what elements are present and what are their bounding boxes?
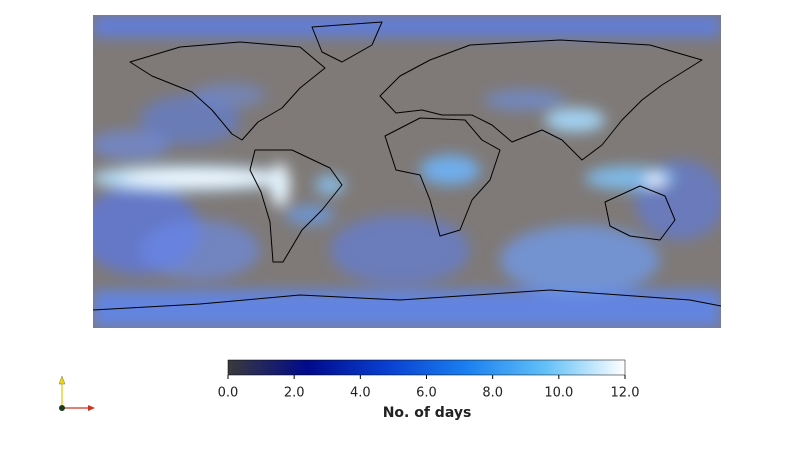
tick-label: 12.0	[611, 386, 640, 401]
tick-label: 6.0	[416, 386, 437, 401]
tick-label: 2.0	[284, 386, 305, 401]
orientation-axes	[58, 375, 95, 411]
colorbar-gradient	[227, 359, 626, 376]
tick-label: 10.0	[544, 386, 573, 401]
tick-label: 0.0	[218, 386, 239, 401]
tick-label: 4.0	[350, 386, 371, 401]
map	[93, 15, 721, 328]
tick-label: 8.0	[482, 386, 503, 401]
intensity-field	[93, 15, 721, 328]
colorbar: No. of days 0.0 2.0 4.0 6.0 8.0 10.0 12.0	[218, 359, 640, 421]
coastlines	[93, 21, 721, 311]
colorbar-label: No. of days	[383, 405, 472, 421]
